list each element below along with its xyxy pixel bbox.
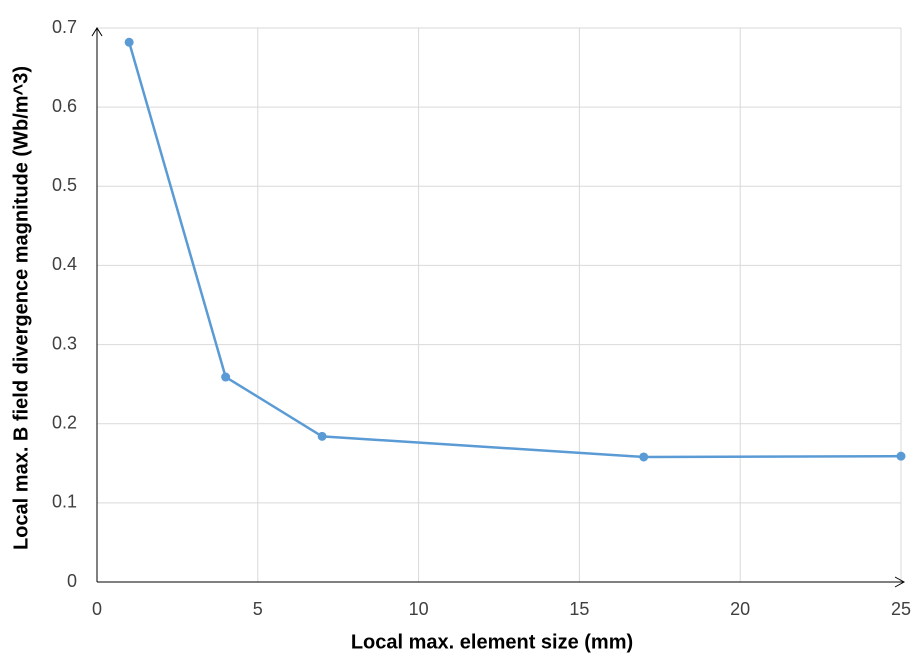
y-tick-label: 0.2 — [52, 412, 77, 432]
data-point — [896, 451, 906, 461]
y-axis — [91, 27, 103, 582]
y-tick-label: 0.4 — [52, 254, 77, 274]
y-tick-label: 0.1 — [52, 492, 77, 512]
data-point — [639, 452, 649, 462]
y-tick-label: 0 — [67, 571, 77, 591]
x-tick-label: 10 — [409, 599, 429, 619]
x-axis-title: Local max. element size (mm) — [351, 631, 633, 653]
data-point — [317, 431, 327, 441]
y-axis-title: Local max. B field divergence magnitude … — [10, 66, 32, 550]
x-axis — [97, 576, 906, 588]
y-tick-label: 0.7 — [52, 17, 77, 37]
data-line — [127, 41, 902, 459]
y-tick-label: 0.3 — [52, 333, 77, 353]
y-tick-label: 0.6 — [52, 96, 77, 116]
x-tick-label: 5 — [253, 599, 263, 619]
data-point — [221, 372, 231, 382]
x-tick-label: 20 — [730, 599, 750, 619]
y-tick-label: 0.5 — [52, 175, 77, 195]
data-point — [124, 37, 134, 47]
x-tick-label: 0 — [92, 599, 102, 619]
x-tick-label: 25 — [891, 599, 911, 619]
x-tick-label: 15 — [569, 599, 589, 619]
